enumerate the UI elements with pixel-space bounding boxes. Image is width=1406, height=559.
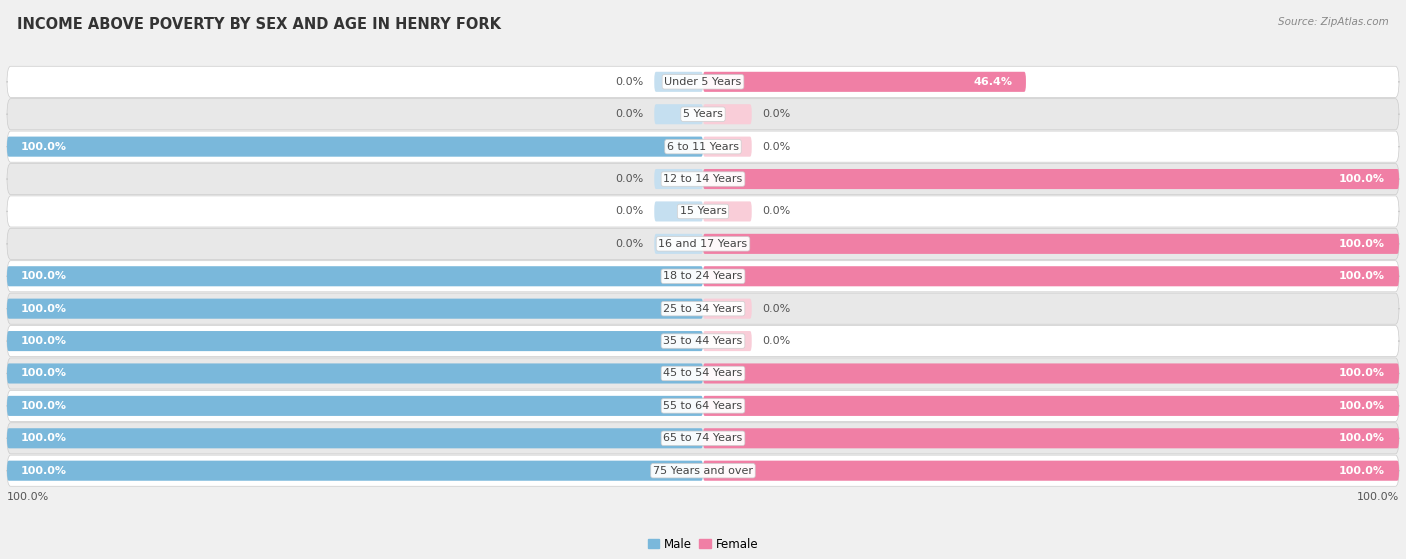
FancyBboxPatch shape: [7, 293, 1399, 324]
Text: 100.0%: 100.0%: [21, 271, 67, 281]
Text: 75 Years and over: 75 Years and over: [652, 466, 754, 476]
FancyBboxPatch shape: [7, 428, 703, 448]
FancyBboxPatch shape: [703, 234, 1399, 254]
FancyBboxPatch shape: [654, 72, 703, 92]
Text: 100.0%: 100.0%: [21, 401, 67, 411]
Text: 100.0%: 100.0%: [1339, 401, 1385, 411]
Text: 25 to 34 Years: 25 to 34 Years: [664, 304, 742, 314]
FancyBboxPatch shape: [703, 428, 1399, 448]
Text: 0.0%: 0.0%: [762, 109, 790, 119]
FancyBboxPatch shape: [703, 136, 752, 157]
FancyBboxPatch shape: [7, 331, 703, 351]
Text: 100.0%: 100.0%: [1339, 271, 1385, 281]
Text: 100.0%: 100.0%: [1357, 492, 1399, 503]
FancyBboxPatch shape: [703, 201, 752, 221]
Text: 100.0%: 100.0%: [1339, 239, 1385, 249]
FancyBboxPatch shape: [654, 201, 703, 221]
Text: 0.0%: 0.0%: [616, 239, 644, 249]
FancyBboxPatch shape: [7, 67, 1399, 97]
Text: 0.0%: 0.0%: [616, 206, 644, 216]
FancyBboxPatch shape: [703, 169, 1399, 189]
Legend: Male, Female: Male, Female: [643, 533, 763, 555]
Text: 0.0%: 0.0%: [616, 77, 644, 87]
Text: 100.0%: 100.0%: [21, 141, 67, 151]
FancyBboxPatch shape: [7, 390, 1399, 421]
Text: INCOME ABOVE POVERTY BY SEX AND AGE IN HENRY FORK: INCOME ABOVE POVERTY BY SEX AND AGE IN H…: [17, 17, 501, 32]
FancyBboxPatch shape: [7, 396, 703, 416]
FancyBboxPatch shape: [7, 363, 703, 383]
FancyBboxPatch shape: [703, 104, 752, 124]
Text: 0.0%: 0.0%: [762, 206, 790, 216]
Text: 55 to 64 Years: 55 to 64 Years: [664, 401, 742, 411]
FancyBboxPatch shape: [7, 131, 1399, 162]
FancyBboxPatch shape: [703, 331, 752, 351]
Text: 65 to 74 Years: 65 to 74 Years: [664, 433, 742, 443]
FancyBboxPatch shape: [7, 260, 1399, 292]
FancyBboxPatch shape: [703, 299, 752, 319]
Text: Source: ZipAtlas.com: Source: ZipAtlas.com: [1278, 17, 1389, 27]
Text: 0.0%: 0.0%: [762, 141, 790, 151]
Text: 35 to 44 Years: 35 to 44 Years: [664, 336, 742, 346]
Text: 45 to 54 Years: 45 to 54 Years: [664, 368, 742, 378]
Text: 100.0%: 100.0%: [21, 466, 67, 476]
FancyBboxPatch shape: [703, 72, 1026, 92]
Text: 18 to 24 Years: 18 to 24 Years: [664, 271, 742, 281]
FancyBboxPatch shape: [7, 461, 703, 481]
Text: 46.4%: 46.4%: [973, 77, 1012, 87]
FancyBboxPatch shape: [7, 136, 703, 157]
FancyBboxPatch shape: [654, 234, 703, 254]
FancyBboxPatch shape: [703, 396, 1399, 416]
Text: 100.0%: 100.0%: [1339, 466, 1385, 476]
FancyBboxPatch shape: [7, 325, 1399, 357]
FancyBboxPatch shape: [654, 104, 703, 124]
Text: 5 Years: 5 Years: [683, 109, 723, 119]
Text: 100.0%: 100.0%: [21, 368, 67, 378]
Text: 16 and 17 Years: 16 and 17 Years: [658, 239, 748, 249]
Text: 0.0%: 0.0%: [762, 336, 790, 346]
Text: 100.0%: 100.0%: [1339, 368, 1385, 378]
FancyBboxPatch shape: [7, 228, 1399, 259]
FancyBboxPatch shape: [654, 169, 703, 189]
Text: 100.0%: 100.0%: [21, 304, 67, 314]
Text: 12 to 14 Years: 12 to 14 Years: [664, 174, 742, 184]
FancyBboxPatch shape: [7, 423, 1399, 454]
FancyBboxPatch shape: [7, 196, 1399, 227]
Text: 15 Years: 15 Years: [679, 206, 727, 216]
Text: Under 5 Years: Under 5 Years: [665, 77, 741, 87]
FancyBboxPatch shape: [7, 266, 703, 286]
Text: 0.0%: 0.0%: [762, 304, 790, 314]
FancyBboxPatch shape: [7, 455, 1399, 486]
Text: 100.0%: 100.0%: [1339, 174, 1385, 184]
Text: 6 to 11 Years: 6 to 11 Years: [666, 141, 740, 151]
FancyBboxPatch shape: [703, 266, 1399, 286]
Text: 100.0%: 100.0%: [1339, 433, 1385, 443]
FancyBboxPatch shape: [7, 299, 703, 319]
Text: 0.0%: 0.0%: [616, 174, 644, 184]
Text: 100.0%: 100.0%: [21, 336, 67, 346]
FancyBboxPatch shape: [7, 358, 1399, 389]
Text: 0.0%: 0.0%: [616, 109, 644, 119]
FancyBboxPatch shape: [7, 99, 1399, 130]
FancyBboxPatch shape: [7, 163, 1399, 195]
FancyBboxPatch shape: [703, 363, 1399, 383]
Text: 100.0%: 100.0%: [7, 492, 49, 503]
Text: 100.0%: 100.0%: [21, 433, 67, 443]
FancyBboxPatch shape: [703, 461, 1399, 481]
